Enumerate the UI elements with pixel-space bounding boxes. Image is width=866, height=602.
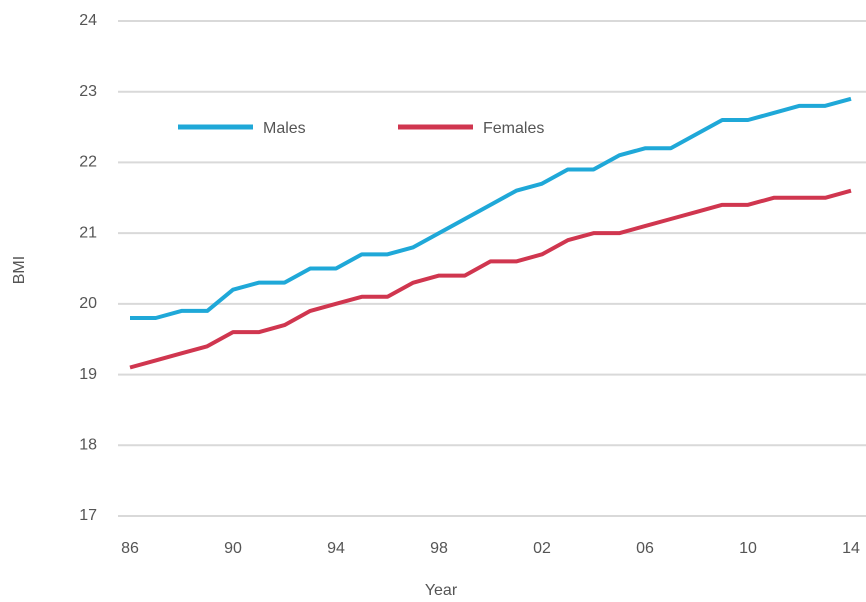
data-line: [129, 188, 852, 370]
y-tick-label: 17: [79, 507, 97, 524]
y-tick-label: 24: [79, 12, 97, 29]
y-tick-label: 20: [79, 295, 97, 312]
y-tick-label: 23: [79, 83, 97, 100]
y-axis-label: BMI: [11, 256, 28, 284]
x-tick-label: 90: [224, 540, 242, 557]
x-tick-label: 86: [121, 540, 139, 557]
y-tick-label: 18: [79, 437, 97, 454]
y-tick-label: 22: [79, 154, 97, 171]
data-line: [130, 96, 852, 320]
x-tick-label: 14: [842, 540, 860, 557]
y-tick-label: 21: [79, 224, 97, 241]
legend-label: Females: [483, 120, 544, 137]
x-tick-label: 98: [430, 540, 448, 557]
x-tick-label: 94: [327, 540, 345, 557]
x-tick-label: 10: [739, 540, 757, 557]
legend-label: Males: [263, 120, 306, 137]
x-axis-label: Year: [425, 582, 458, 599]
x-tick-label: 06: [636, 540, 654, 557]
x-tick-label: 02: [533, 540, 551, 557]
y-tick-label: 19: [79, 366, 97, 383]
